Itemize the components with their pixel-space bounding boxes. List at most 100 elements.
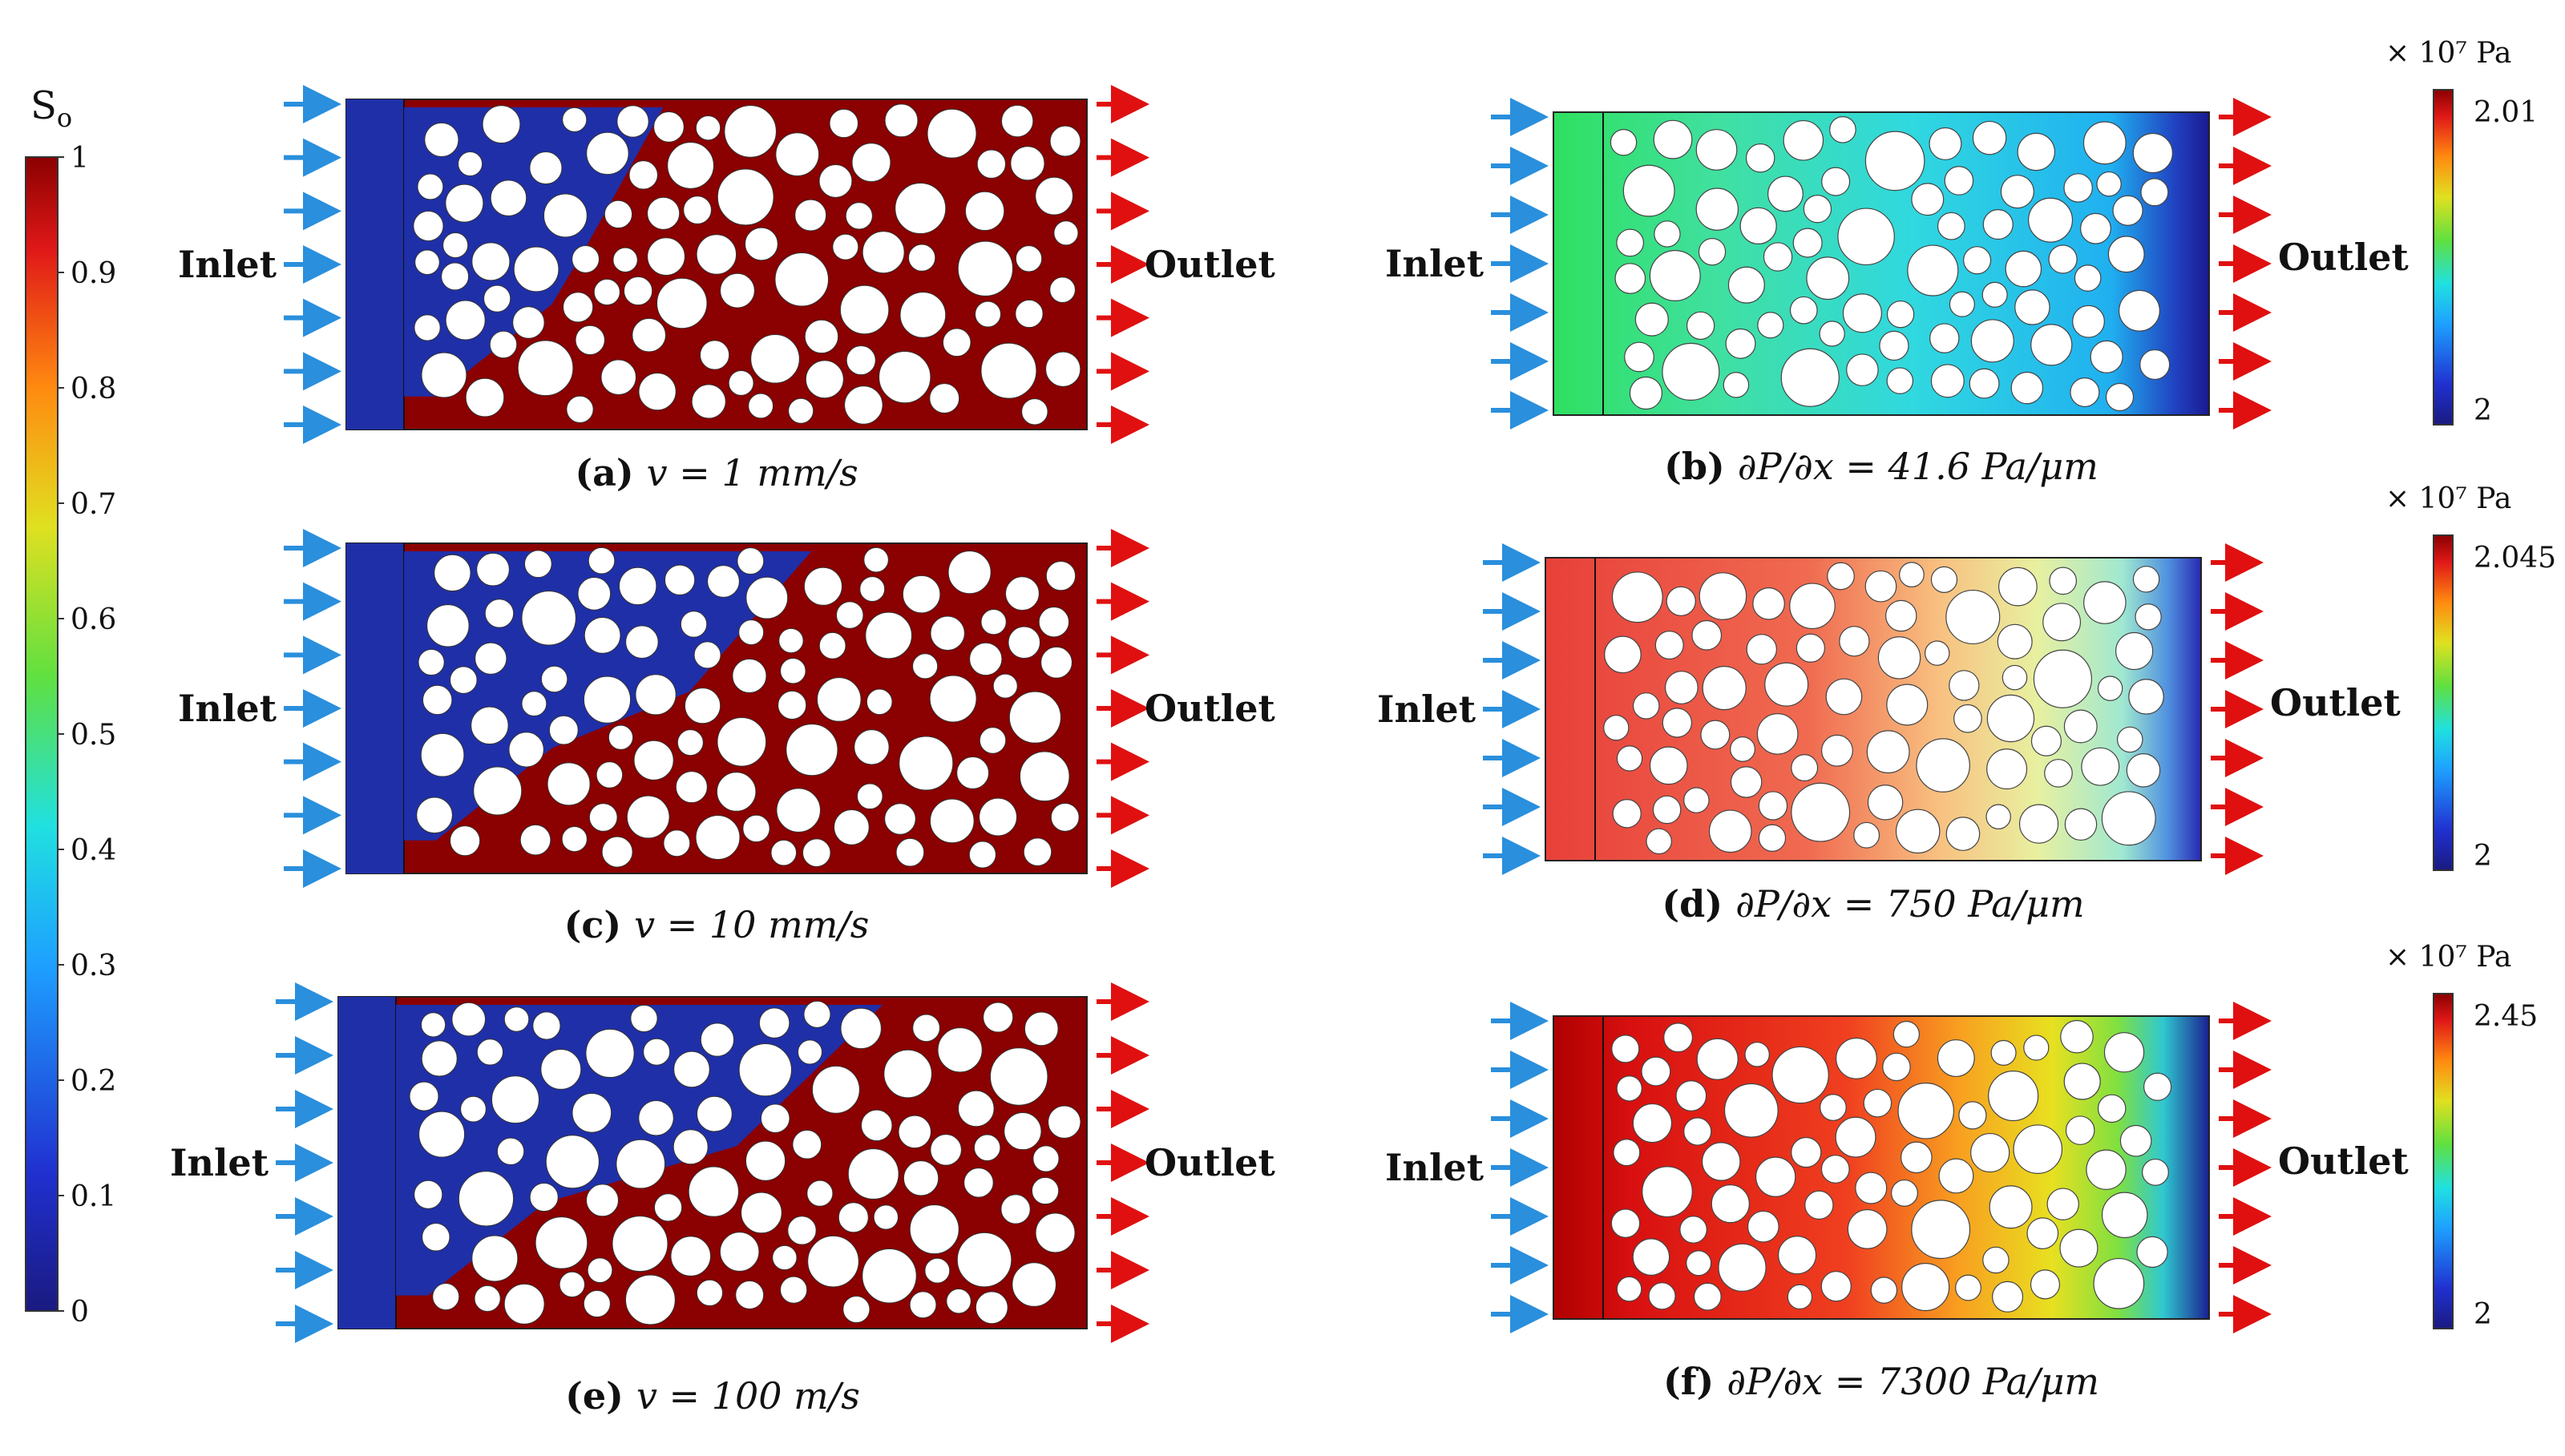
solid-grain xyxy=(2082,121,2127,165)
solid-grain xyxy=(804,319,839,354)
solid-grain xyxy=(673,1129,709,1165)
solid-grain xyxy=(616,105,649,138)
solid-grain xyxy=(1806,256,1850,300)
solid-grain xyxy=(521,591,576,646)
solid-grain xyxy=(451,1002,487,1037)
solid-grain xyxy=(2064,808,2098,841)
solid-grain xyxy=(786,724,838,776)
solid-grain xyxy=(1757,312,1784,339)
solid-grain xyxy=(1866,730,1910,774)
solid-grain xyxy=(1004,576,1040,611)
pressure-colorbar-gradient xyxy=(2433,993,2454,1329)
solid-grain xyxy=(1820,1271,1852,1302)
pressure-colorbar-gradient xyxy=(2433,534,2454,871)
solid-grain xyxy=(1972,120,2007,155)
solid-grain xyxy=(745,576,789,619)
solid-grain xyxy=(1981,281,2008,308)
solid-grain xyxy=(2046,1188,2079,1220)
solid-grain xyxy=(930,615,965,651)
solid-grain xyxy=(632,317,666,353)
caption-text: v = 10 mm/s xyxy=(634,903,869,946)
pressure-scale-label: × 10⁷ Pa xyxy=(2385,482,2511,515)
solid-grain xyxy=(895,183,947,235)
solid-grain xyxy=(1616,745,1643,772)
solid-grain xyxy=(575,325,605,356)
solid-grain xyxy=(1853,821,1880,849)
solid-grain xyxy=(1646,828,1672,855)
solid-grain xyxy=(677,729,704,756)
solid-grain xyxy=(2142,1158,2169,1186)
solid-grain xyxy=(600,359,636,395)
solid-grain xyxy=(624,1274,676,1325)
solid-grain xyxy=(2042,603,2082,642)
solid-grain xyxy=(1611,1035,1640,1063)
colorbar-title: So xyxy=(30,83,72,133)
colorbar-tick-label: 0.7 xyxy=(71,488,116,521)
solid-grain xyxy=(414,249,440,276)
solid-grain xyxy=(1938,1158,1974,1194)
solid-grain xyxy=(2081,747,2120,786)
solid-grain xyxy=(473,766,523,816)
solid-grain xyxy=(596,761,624,788)
solid-grain xyxy=(1632,692,1660,720)
solid-grain xyxy=(638,1099,674,1136)
solid-grain xyxy=(1624,341,1654,373)
solid-grain xyxy=(417,173,444,200)
solid-grain xyxy=(1616,228,1645,257)
panel-d-pressure: Inlet Outlet × 10⁷ Pa 2.045 2 (d) ∂P/∂x = 750… xyxy=(1377,482,2556,926)
solid-grain xyxy=(1949,291,1975,317)
solid-grain xyxy=(829,108,858,139)
panel-b-pressure: Inlet Outlet × 10⁷ Pa 2.01 2 (b) ∂P/∂x = 41.6… xyxy=(1385,37,2538,488)
inlet-label: Inlet xyxy=(1385,1146,1484,1189)
caption-letter: (d) xyxy=(1662,882,1735,926)
solid-grain xyxy=(490,179,527,216)
solid-grain xyxy=(409,1081,439,1111)
solid-grain xyxy=(1821,734,1853,767)
solid-grain xyxy=(1008,691,1061,744)
solid-grain xyxy=(818,631,846,659)
outlet-label: Outlet xyxy=(2278,236,2409,279)
solid-grain xyxy=(745,1140,786,1181)
inlet-label: Inlet xyxy=(178,243,277,286)
solid-grain xyxy=(432,1283,460,1311)
solid-grain xyxy=(588,803,618,832)
solid-grain xyxy=(1695,129,1738,171)
solid-grain xyxy=(2063,709,2098,744)
solid-grain xyxy=(738,1043,792,1097)
solid-grain xyxy=(1050,803,1080,832)
solid-grain xyxy=(1747,1210,1779,1243)
panel-c-saturation: Inlet Outlet (c) v = 10 mm/s xyxy=(178,529,1276,946)
solid-grain xyxy=(1686,311,1715,341)
solid-grain xyxy=(442,232,469,259)
solid-grain xyxy=(1730,766,1763,798)
solid-grain xyxy=(545,1135,600,1189)
solid-grain xyxy=(1949,670,1980,701)
solid-grain xyxy=(840,1007,882,1050)
solid-grain xyxy=(1986,694,2035,743)
solid-grain xyxy=(724,105,777,158)
solid-grain xyxy=(2097,1094,2127,1123)
solid-grain xyxy=(1675,1080,1707,1111)
solid-grain xyxy=(854,729,890,765)
pressure-max-label: 2.045 xyxy=(2474,542,2556,575)
pressure-colorbar: × 10⁷ Pa 2.45 2 xyxy=(2385,941,2538,1331)
colorbar-ticks: 1 0.9 0.8 0.7 0.6 0.5 0.4 0.3 0.2 0.1 0 xyxy=(58,142,116,1329)
solid-grain xyxy=(983,1002,1014,1033)
solid-grain xyxy=(1886,367,1914,394)
outlet-label: Outlet xyxy=(1145,687,1276,730)
solid-grain xyxy=(414,1180,443,1209)
solid-grain xyxy=(503,1283,545,1325)
solid-grain xyxy=(1654,630,1684,659)
solid-grain xyxy=(1839,626,1870,657)
solid-grain xyxy=(836,601,864,629)
solid-grain xyxy=(1937,212,1965,240)
solid-grain xyxy=(471,1235,519,1282)
colorbar-tick-label: 0.5 xyxy=(71,719,116,752)
solid-grain xyxy=(1000,104,1034,138)
solid-grain xyxy=(717,168,774,226)
pressure-min-label: 2 xyxy=(2474,394,2492,427)
solid-grain xyxy=(1792,228,1823,258)
panel-caption: (f) ∂P/∂x = 7300 Pa/μm xyxy=(1663,1360,2099,1403)
solid-grain xyxy=(1021,398,1048,426)
solid-grain xyxy=(1756,713,1799,755)
